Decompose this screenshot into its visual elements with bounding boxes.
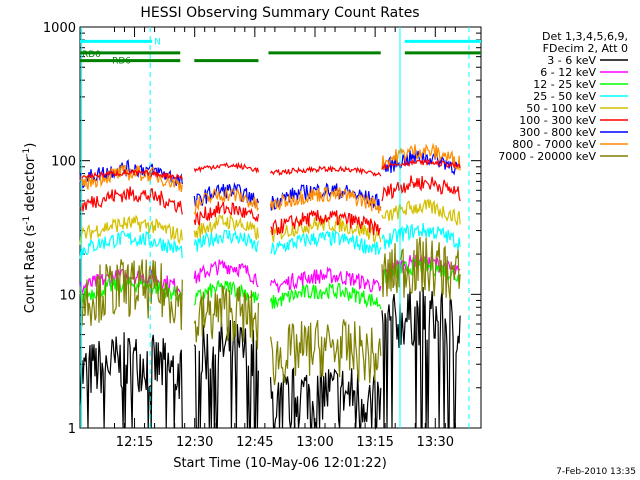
y-axis-label-sup2: -1	[22, 148, 32, 157]
series-line-segment	[269, 319, 382, 386]
legend-entry-label: 7000 - 20000 keV	[498, 150, 596, 163]
x-tick-label: 13:00	[296, 435, 333, 450]
series-line-segment	[269, 187, 382, 214]
legend-entry-label: 12 - 25 keV	[533, 78, 596, 91]
series-line-segment	[269, 361, 382, 430]
series-line-segment	[193, 259, 259, 288]
series-line-segment	[381, 142, 461, 171]
y-axis-label-sup1: -1	[22, 216, 32, 225]
legend-header-line: Det 1,3,4,5,6,9,	[542, 30, 628, 43]
x-tick-label: 12:45	[236, 435, 273, 450]
series-line-segment	[193, 188, 259, 217]
legend-entry-label: 25 - 50 keV	[533, 90, 596, 103]
legend-header-line: FDecim 2, Att 0	[543, 42, 628, 55]
series-line-segment	[381, 223, 461, 251]
series-line-segment	[193, 320, 259, 429]
plot-frame	[79, 26, 482, 429]
series-line-segment	[79, 230, 183, 259]
series-line-segment	[381, 175, 461, 202]
y-tick-label: 1	[68, 422, 76, 437]
series-line-segment	[79, 159, 183, 189]
series-layer	[79, 142, 461, 430]
flag-label: RD6	[112, 57, 131, 67]
series-line-segment	[193, 201, 259, 226]
series-line-segment	[381, 286, 461, 429]
series-line-segment	[79, 168, 183, 182]
series-line-segment	[381, 157, 461, 170]
series-line-segment	[269, 164, 382, 177]
series-line-segment	[269, 282, 382, 310]
legend-entry-label: 6 - 12 keV	[540, 66, 596, 79]
series-line-segment	[270, 209, 382, 236]
y-tick-label: 10	[59, 288, 76, 303]
chart-title: HESSI Observing Summary Count Rates	[140, 5, 419, 21]
series-line-segment	[79, 332, 183, 429]
x-axis-label: Start Time (10-May-06 12:01:22)	[173, 456, 387, 471]
x-tick-label: 13:30	[417, 435, 454, 450]
flag-layer: N RD0 RD6	[80, 27, 481, 428]
axis-layer: 1 10 100 1000 12:15 12:30 12:45 13:00 13:15 13:30	[43, 21, 481, 450]
legend-entry-label: 50 - 100 keV	[526, 102, 596, 115]
y-axis-label-end: )	[23, 143, 38, 148]
y-axis-label-start: Count Rate (s	[23, 225, 38, 314]
series-line-segment	[79, 214, 183, 246]
legend-entry-label: 300 - 800 keV	[519, 126, 596, 139]
y-axis-label-mid: detector	[23, 156, 38, 216]
series-line-segment	[193, 229, 259, 253]
series-line-segment	[79, 164, 183, 193]
series-line-segment	[193, 280, 259, 306]
series-line-segment	[79, 259, 183, 331]
series-line-segment	[269, 266, 382, 293]
y-axis-label: Count Rate (s-1 detector-1)	[22, 143, 38, 314]
y-tick-label: 100	[51, 155, 76, 170]
x-tick-label: 12:30	[176, 435, 213, 450]
series-line-segment	[193, 213, 259, 240]
flag-label: RD0	[82, 50, 101, 60]
series-line-segment	[79, 186, 183, 215]
legend-entry-label: 100 - 300 keV	[519, 114, 596, 127]
x-tick-label: 12:15	[116, 435, 153, 450]
series-line-segment	[381, 236, 461, 300]
series-line-segment	[193, 161, 259, 174]
footer-date: 7-Feb-2010 13:35	[556, 467, 636, 477]
flag-label: N	[154, 37, 161, 47]
legend: Det 1,3,4,5,6,9,FDecim 2, Att 03 - 6 keV…	[498, 30, 628, 163]
x-tick-label: 13:15	[356, 435, 393, 450]
series-line-segment	[193, 285, 259, 350]
y-tick-label: 1000	[43, 21, 76, 36]
series-line-segment	[270, 229, 382, 256]
series-line-segment	[381, 198, 461, 226]
legend-entry-label: 3 - 6 keV	[547, 54, 596, 67]
legend-entry-label: 800 - 7000 keV	[512, 138, 596, 151]
